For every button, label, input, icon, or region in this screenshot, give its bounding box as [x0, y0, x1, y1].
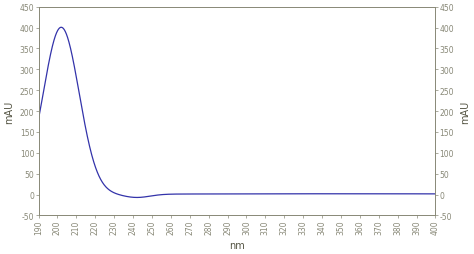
- Y-axis label: mAU: mAU: [460, 100, 470, 123]
- X-axis label: nm: nm: [229, 240, 245, 250]
- Y-axis label: mAU: mAU: [4, 100, 14, 123]
